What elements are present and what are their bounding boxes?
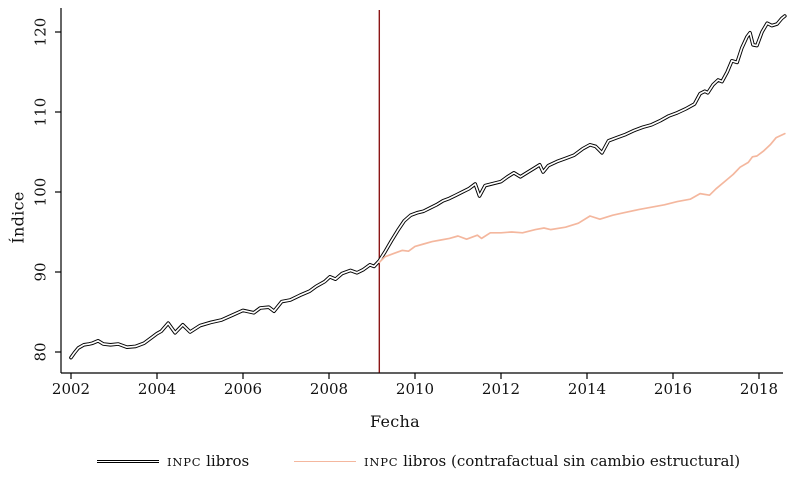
legend-text: libros (206, 452, 250, 470)
legend-label: INPC libros (167, 452, 249, 470)
legend-text: libros (contrafactual sin cambio estruct… (403, 452, 741, 470)
legend-item-inpc-libros-contrafactual: INPC libros (contrafactual sin cambio es… (294, 450, 740, 472)
x-tick-label: 2002 (52, 380, 90, 398)
y-tick-label: 110 (31, 98, 49, 127)
legend-key-double-line (97, 459, 159, 463)
series-inpc-libros-outer (69, 14, 787, 360)
legend-item-inpc-libros: INPC libros (97, 450, 249, 472)
y-tick-label: 120 (31, 18, 49, 47)
legend-label: INPC libros (contrafactual sin cambio es… (364, 452, 740, 470)
legend: INPC libros INPC libros (contrafactual s… (0, 450, 790, 476)
legend-acronym: INPC (167, 455, 202, 469)
x-tick-label: 2016 (654, 380, 692, 398)
x-tick-label: 2008 (310, 380, 348, 398)
y-tick-label: 90 (31, 262, 49, 281)
x-tick-label: 2004 (138, 380, 176, 398)
legend-acronym: INPC (364, 455, 399, 469)
y-tick-label: 80 (31, 342, 49, 361)
x-axis-title: Fecha (370, 412, 420, 431)
series-inpc-libros-inner (70, 15, 786, 359)
x-tick-label: 2012 (482, 380, 520, 398)
legend-key-solid-line (294, 460, 356, 462)
x-tick-label: 2006 (224, 380, 262, 398)
x-tick-label: 2010 (396, 380, 434, 398)
x-tick-label: 2014 (568, 380, 606, 398)
series-inpc-libros-contrafactual (378, 132, 786, 264)
y-tick-label: 100 (31, 178, 49, 207)
y-axis-title: Índice (8, 191, 28, 244)
x-tick-label: 2018 (740, 380, 778, 398)
